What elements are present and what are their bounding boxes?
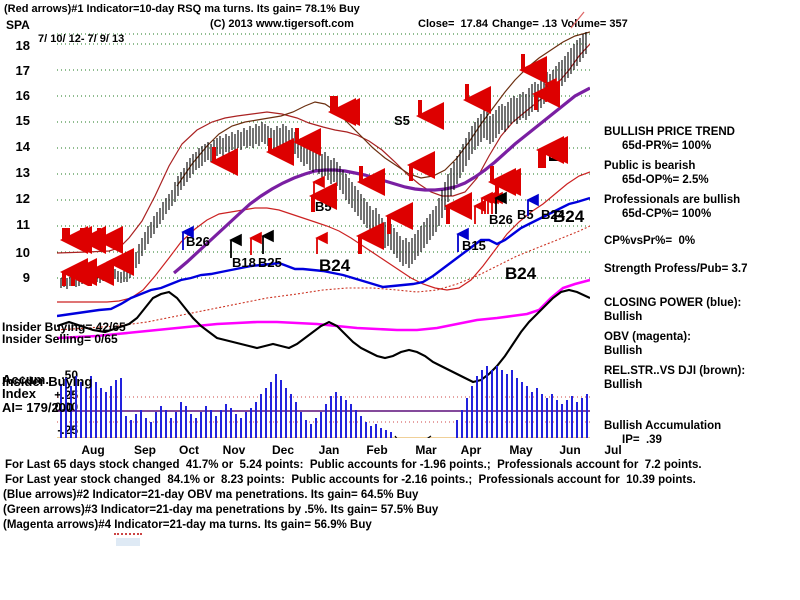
insider-buying-overlay-label: Insider Buying bbox=[2, 374, 93, 389]
note-65-days: For Last 65 days stock changed 41.7% or … bbox=[5, 459, 702, 471]
professionals-value: 65d-CP%= 100% bbox=[622, 207, 712, 220]
month-sep: Sep bbox=[133, 443, 157, 457]
price-bars bbox=[60, 32, 587, 289]
y-tick-9: 9 bbox=[22, 270, 30, 285]
rel-strength-value: Bullish bbox=[604, 378, 643, 391]
price-chart-plot[interactable] bbox=[57, 26, 590, 438]
bottom-artifact-box bbox=[116, 538, 140, 546]
y-tick-lower-m25: -.25 bbox=[57, 423, 78, 437]
note-indicator-4: (Magenta arrows)#4 Indicator=21-day ma t… bbox=[3, 519, 372, 531]
note-indicator-2: (Blue arrows)#2 Indicator=21-day OBV ma … bbox=[3, 489, 419, 501]
band-upper bbox=[57, 43, 590, 254]
month-jun: Jun bbox=[559, 443, 581, 457]
y-tick-14: 14 bbox=[15, 139, 30, 154]
indicator-1-header: (Red arrows)#1 Indicator=10-day RSQ ma t… bbox=[4, 3, 360, 15]
copyright-notice: (C) 2013 www.tigersoft.com bbox=[210, 18, 354, 30]
obv-line bbox=[57, 278, 590, 340]
accumulation-ip-value: IP= .39 bbox=[622, 433, 662, 446]
accumulation-bars bbox=[60, 366, 588, 438]
y-tick-12: 12 bbox=[15, 191, 30, 206]
month-oct: Oct bbox=[178, 443, 200, 457]
month-nov: Nov bbox=[222, 443, 246, 457]
ma-purple-line bbox=[172, 86, 590, 275]
band-lower bbox=[57, 171, 590, 303]
month-apr: Apr bbox=[460, 443, 482, 457]
label-b26: B26 bbox=[186, 234, 210, 249]
note-last-year: For Last year stock changed 84.1% or 8.2… bbox=[5, 474, 696, 486]
label-b5-mid: B5 bbox=[517, 207, 534, 222]
label-b24-left: B24 bbox=[319, 256, 351, 275]
y-tick-11: 11 bbox=[16, 217, 30, 232]
month-jul: Jul bbox=[604, 443, 622, 457]
month-feb: Feb bbox=[366, 443, 388, 457]
analysis-side-panel: BULLISH PRICE TREND 65d-PR%= 100% Public… bbox=[604, 126, 800, 447]
y-tick-17: 17 bbox=[15, 63, 30, 78]
label-b5-inverted: B5 bbox=[549, 146, 568, 161]
chart-svg bbox=[57, 31, 590, 438]
month-dec: Dec bbox=[271, 443, 295, 457]
ticker-symbol: SPA bbox=[6, 18, 30, 32]
label-b15: B15 bbox=[462, 238, 486, 253]
label-b26-mid: B26 bbox=[489, 212, 513, 227]
insider-buying-label: Insider Buying= 42/65 bbox=[2, 320, 126, 334]
y-tick-13: 13 bbox=[15, 165, 30, 180]
cp-vs-pr-value: CP%vsPr%= 0% bbox=[604, 235, 696, 247]
insider-selling-label: Insider Selling= 0/65 bbox=[2, 332, 118, 346]
month-may: May bbox=[509, 443, 533, 457]
accum-label-line2: Index bbox=[2, 386, 36, 401]
month-axis: Aug Sep Oct Nov Dec Jan Feb Mar Apr May … bbox=[57, 443, 621, 459]
price-trend-value: 65d-PR%= 100% bbox=[622, 139, 712, 152]
note-indicator-3: (Green arrows)#3 Indicator=21-day ma pen… bbox=[3, 504, 439, 516]
strength-prof-pub-value: Strength Profess/Pub= 3.7 bbox=[604, 262, 748, 275]
public-sentiment-value: 65d-OP%= 2.5% bbox=[622, 173, 709, 186]
label-b25: B25 bbox=[258, 255, 282, 270]
price-trend-title: BULLISH PRICE TREND bbox=[604, 126, 735, 138]
label-b5-left: B5 bbox=[315, 199, 332, 214]
price-change: Change= .13 bbox=[492, 18, 558, 30]
y-tick-15: 15 bbox=[15, 113, 30, 128]
closing-power-value: Bullish bbox=[604, 310, 643, 323]
accum-label-line1: Accum. bbox=[2, 372, 49, 387]
obv-title: OBV (magenta): bbox=[604, 331, 691, 343]
bottom-notes: For Last 65 days stock changed 41.7% or … bbox=[0, 458, 800, 533]
month-jan: Jan bbox=[318, 443, 340, 457]
rel-strength-title: REL.STR..VS DJI (brown): bbox=[604, 365, 746, 377]
price-grid bbox=[57, 43, 590, 279]
accumulation-index-line bbox=[57, 288, 590, 384]
closing-power-line bbox=[57, 196, 590, 318]
label-b24-mid: B24 bbox=[541, 207, 565, 222]
month-aug: Aug bbox=[81, 443, 105, 457]
label-s5: S5 bbox=[394, 113, 410, 128]
label-b18: B18 bbox=[232, 255, 256, 270]
y-tick-10: 10 bbox=[15, 245, 30, 260]
date-range: 7/ 10/ 12- 7/ 9/ 13 bbox=[38, 33, 125, 45]
professionals-title: Professionals are bullish bbox=[604, 194, 741, 206]
y-tick-18: 18 bbox=[15, 38, 30, 53]
obv-value: Bullish bbox=[604, 344, 643, 357]
month-mar: Mar bbox=[415, 443, 437, 457]
accumulation-title: Bullish Accumulation bbox=[604, 420, 722, 432]
public-sentiment-title: Public is bearish bbox=[604, 160, 696, 172]
y-tick-16: 16 bbox=[15, 88, 30, 103]
label-b24-low: B24 bbox=[505, 264, 537, 283]
bottom-artifact-dots bbox=[114, 533, 142, 535]
closing-power-title: CLOSING POWER (blue): bbox=[604, 297, 742, 309]
close-price: Close= 17.84 bbox=[418, 18, 489, 30]
accum-index-value: AI= 179/200 bbox=[2, 400, 74, 415]
label-b24-big: B24 bbox=[553, 207, 585, 226]
